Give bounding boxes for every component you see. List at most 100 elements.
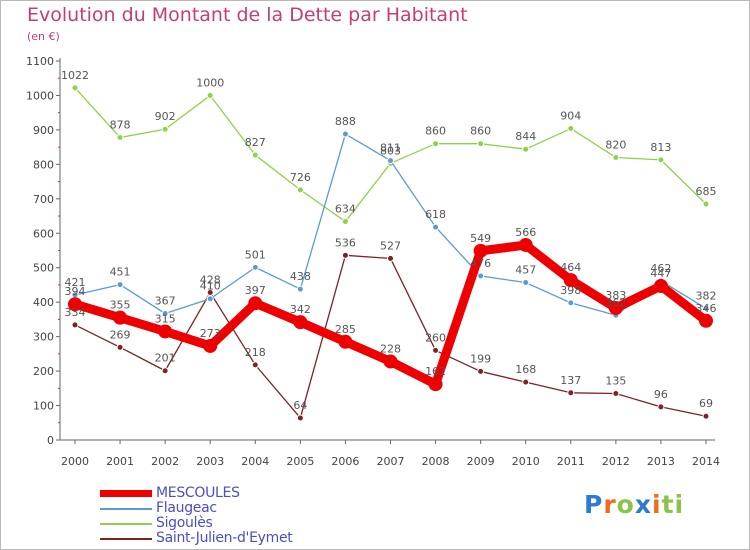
data-label-mescoules: 397 bbox=[245, 284, 266, 297]
data-label-saint-julien-d-eymet: 218 bbox=[245, 346, 266, 359]
logo-letter: o bbox=[616, 490, 635, 519]
data-label-mescoules: 566 bbox=[515, 226, 536, 239]
y-tick-label: 400 bbox=[33, 296, 54, 309]
data-point-mescoules bbox=[113, 310, 128, 325]
data-point-mescoules bbox=[699, 313, 713, 328]
data-label-sigoul-s: 634 bbox=[335, 203, 356, 216]
data-point-flaugeac bbox=[432, 223, 440, 231]
data-point-flaugeac bbox=[387, 157, 394, 165]
x-tick-label: 2008 bbox=[422, 455, 450, 468]
data-label-mescoules: 447 bbox=[650, 267, 671, 280]
data-label-mescoules: 315 bbox=[155, 312, 176, 325]
logo-letter: i bbox=[652, 490, 662, 519]
data-label-sigoul-s: 803 bbox=[380, 144, 401, 157]
data-label-mescoules: 549 bbox=[470, 232, 491, 245]
data-point-sigoul-s bbox=[477, 140, 485, 148]
data-label-saint-julien-d-eymet: 64 bbox=[293, 399, 307, 412]
data-point-flaugeac bbox=[296, 285, 304, 293]
x-tick-label: 2003 bbox=[196, 455, 224, 468]
x-tick-label: 2009 bbox=[467, 455, 495, 468]
data-label-flaugeac: 501 bbox=[245, 248, 266, 261]
data-label-saint-julien-d-eymet: 536 bbox=[335, 236, 356, 249]
data-point-mescoules bbox=[248, 296, 263, 311]
data-label-flaugeac: 421 bbox=[65, 276, 86, 289]
data-label-sigoul-s: 820 bbox=[605, 138, 626, 151]
logo-letter: x bbox=[634, 490, 652, 519]
legend-swatch-saint-julien-d-eymet bbox=[100, 538, 152, 540]
y-tick-label: 100 bbox=[33, 400, 54, 413]
x-tick-label: 2005 bbox=[286, 455, 314, 468]
data-point-sigoul-s bbox=[296, 186, 304, 194]
data-label-flaugeac: 451 bbox=[110, 266, 131, 279]
data-point-saint-julien-d-eymet bbox=[341, 251, 349, 259]
data-point-mescoules bbox=[68, 297, 82, 312]
data-point-mescoules bbox=[428, 377, 443, 392]
logo-letter: P bbox=[584, 490, 604, 519]
data-point-sigoul-s bbox=[702, 200, 710, 208]
data-point-saint-julien-d-eymet bbox=[161, 367, 169, 375]
data-label-saint-julien-d-eymet: 135 bbox=[605, 374, 626, 387]
data-point-saint-julien-d-eymet bbox=[522, 378, 530, 386]
data-label-sigoul-s: 844 bbox=[515, 130, 536, 143]
y-tick-label: 900 bbox=[33, 124, 54, 137]
data-label-mescoules: 355 bbox=[110, 299, 131, 312]
data-label-flaugeac: 410 bbox=[200, 280, 221, 293]
data-label-saint-julien-d-eymet: 334 bbox=[65, 306, 86, 319]
legend-swatch-mescoules bbox=[100, 490, 152, 497]
y-tick-label: 200 bbox=[33, 365, 54, 378]
data-point-saint-julien-d-eymet bbox=[612, 389, 620, 397]
y-tick-label: 500 bbox=[33, 262, 54, 275]
data-label-flaugeac: 888 bbox=[335, 115, 356, 128]
data-label-flaugeac: 462 bbox=[650, 262, 671, 275]
y-tick-label: 300 bbox=[33, 331, 54, 344]
x-tick-label: 2000 bbox=[61, 455, 89, 468]
data-point-saint-julien-d-eymet bbox=[71, 321, 79, 329]
x-tick-label: 2002 bbox=[151, 455, 179, 468]
data-label-mescoules: 394 bbox=[65, 285, 86, 298]
data-point-flaugeac bbox=[567, 299, 575, 307]
data-label-sigoul-s: 860 bbox=[425, 125, 446, 138]
x-tick-label: 2012 bbox=[602, 455, 630, 468]
data-label-flaugeac: 398 bbox=[560, 284, 581, 297]
data-point-sigoul-s bbox=[161, 125, 169, 133]
data-label-flaugeac: 382 bbox=[696, 289, 717, 302]
data-label-saint-julien-d-eymet: 201 bbox=[155, 352, 176, 365]
data-point-mescoules bbox=[293, 315, 308, 330]
data-point-saint-julien-d-eymet bbox=[702, 412, 710, 420]
data-point-saint-julien-d-eymet bbox=[296, 414, 304, 422]
data-point-sigoul-s bbox=[341, 218, 349, 226]
data-label-sigoul-s: 904 bbox=[560, 110, 581, 123]
x-tick-label: 2006 bbox=[331, 455, 359, 468]
data-label-sigoul-s: 726 bbox=[290, 171, 311, 184]
chart-subtitle: (en €) bbox=[27, 30, 60, 43]
legend-swatch-sigoules bbox=[100, 523, 152, 525]
data-label-mescoules: 285 bbox=[335, 323, 356, 336]
data-label-mescoules: 346 bbox=[696, 302, 717, 315]
data-point-flaugeac bbox=[116, 281, 124, 289]
data-point-sigoul-s bbox=[116, 133, 124, 141]
data-point-sigoul-s bbox=[71, 84, 79, 92]
y-tick-label: 800 bbox=[33, 158, 54, 171]
data-label-mescoules: 383 bbox=[605, 289, 626, 302]
data-point-mescoules bbox=[608, 301, 623, 316]
data-point-mescoules bbox=[518, 237, 533, 252]
data-label-sigoul-s: 685 bbox=[696, 185, 717, 198]
y-tick-label: 1100 bbox=[26, 55, 54, 68]
data-label-saint-julien-d-eymet: 260 bbox=[425, 331, 446, 344]
proxiti-logo: Proxiti bbox=[584, 490, 684, 519]
data-label-sigoul-s: 827 bbox=[245, 136, 266, 149]
data-label-mescoules: 342 bbox=[290, 303, 311, 316]
data-label-sigoul-s: 878 bbox=[110, 118, 131, 131]
data-label-mescoules: 162 bbox=[425, 365, 446, 378]
data-label-flaugeac: 367 bbox=[155, 295, 176, 308]
data-label-sigoul-s: 813 bbox=[650, 141, 671, 154]
data-point-mescoules bbox=[338, 334, 353, 349]
data-label-mescoules: 228 bbox=[380, 342, 401, 355]
data-label-flaugeac: 457 bbox=[515, 264, 536, 277]
x-tick-label: 2013 bbox=[647, 455, 675, 468]
legend-label-sigoules: Sigoulès bbox=[156, 515, 213, 531]
data-point-sigoul-s bbox=[567, 125, 575, 133]
data-label-saint-julien-d-eymet: 137 bbox=[560, 374, 581, 387]
logo-letter: t bbox=[661, 490, 675, 519]
x-tick-label: 2001 bbox=[106, 455, 134, 468]
